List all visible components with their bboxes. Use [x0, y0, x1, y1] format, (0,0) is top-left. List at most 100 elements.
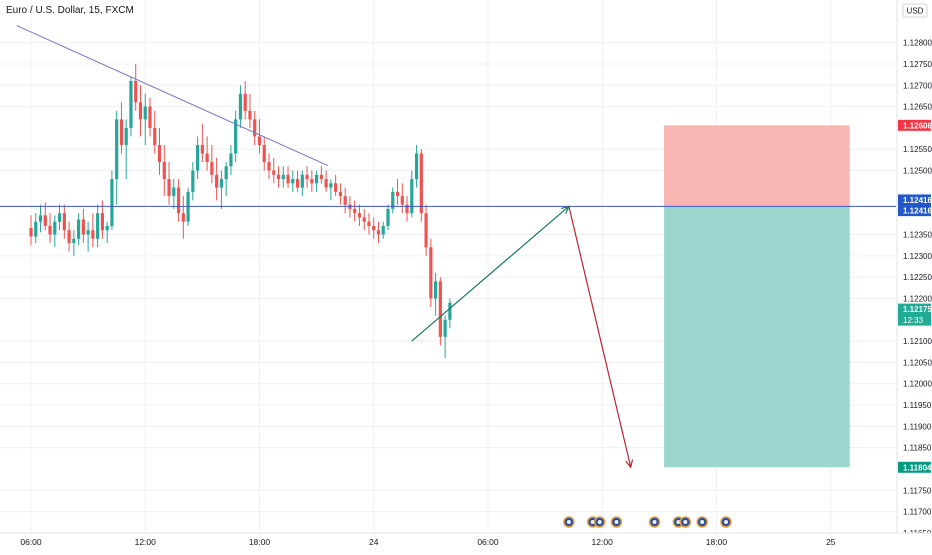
candle-body — [210, 162, 214, 175]
take-profit-zone[interactable] — [664, 206, 850, 468]
candle-body — [414, 153, 419, 180]
candle-body — [67, 230, 71, 244]
candle-body — [410, 179, 414, 214]
price-tag — [898, 303, 931, 326]
trendline[interactable] — [16, 25, 329, 167]
candle-body — [43, 215, 47, 226]
candle-body — [367, 221, 371, 226]
projection-arrow-down[interactable] — [568, 206, 632, 468]
candle-body — [443, 319, 447, 337]
candle-body — [429, 247, 433, 299]
candle-body — [129, 81, 133, 128]
candle-body — [324, 179, 328, 188]
candle-body — [81, 219, 85, 235]
candle-body — [419, 153, 423, 214]
price-tag-label: 1.12175 — [903, 305, 932, 314]
candle-body — [262, 144, 266, 163]
candle-body — [338, 191, 342, 197]
candle-body — [243, 93, 247, 111]
candle-body — [343, 196, 347, 205]
price-tick-label: 1.11700 — [903, 508, 932, 517]
candle-body — [386, 208, 390, 226]
candle-body — [391, 191, 395, 209]
candle-body — [34, 221, 38, 237]
candle-body — [176, 187, 181, 214]
price-tick-label: 1.11900 — [903, 422, 932, 431]
time-tick-label: 12:00 — [592, 537, 614, 547]
price-axis[interactable]: 1.12800 1.12750 1.12700 1.12650 1.12550 1.125… — [903, 39, 932, 538]
time-tick-label: 24 — [369, 537, 379, 547]
candle-body — [115, 119, 119, 180]
candle-body — [229, 153, 233, 167]
economic-event-icon-dot — [652, 520, 657, 524]
candle-body — [86, 230, 90, 235]
candle-body — [38, 215, 43, 222]
candle-body — [376, 230, 381, 235]
price-tag-label: 1.12416 — [903, 207, 932, 216]
economic-event-icon-dot — [597, 520, 602, 524]
candle-body — [219, 179, 223, 188]
candle-body — [181, 213, 185, 222]
candle-body — [105, 225, 109, 231]
price-tag — [898, 194, 931, 206]
candle-body — [381, 225, 385, 235]
candle-body — [100, 213, 104, 231]
economic-event-icon-dot — [723, 520, 728, 524]
candle-body — [62, 213, 66, 231]
candle-body — [353, 208, 357, 214]
candle-body — [286, 174, 290, 184]
candle-body — [191, 170, 195, 192]
candle-body — [276, 174, 281, 180]
candle-body — [91, 230, 95, 239]
candle-body — [281, 174, 285, 180]
currency-badge[interactable] — [902, 3, 928, 18]
price-tag-label: 1.11804 — [903, 463, 932, 472]
candle-body — [438, 281, 442, 337]
time-tick-label: 18:00 — [249, 537, 271, 547]
candle-body — [362, 217, 366, 222]
time-tick-label: 06:00 — [477, 537, 499, 547]
candle-body — [234, 119, 238, 154]
candle-body — [72, 238, 76, 244]
candlestick-series — [29, 63, 452, 359]
candle-body — [305, 174, 309, 180]
stop-loss-zone[interactable] — [664, 125, 850, 207]
position-zones[interactable] — [664, 125, 850, 468]
candle-body — [167, 179, 171, 197]
projection-arrow-up[interactable] — [411, 205, 570, 342]
candle-body — [96, 213, 100, 239]
time-axis[interactable]: 06:0012:0018:002406:0012:0018:002506:001… — [20, 537, 932, 547]
drawings[interactable] — [0, 25, 896, 469]
price-tick-label: 1.12100 — [903, 337, 932, 346]
candle-body — [372, 225, 376, 231]
candle-body — [357, 213, 362, 218]
price-tick-label: 1.12700 — [903, 81, 932, 90]
candle-body — [434, 281, 438, 299]
candle-body — [300, 174, 304, 188]
candle-body — [205, 153, 209, 163]
economic-event-icon-dot — [676, 520, 681, 524]
economic-event-icon-dot — [683, 520, 688, 524]
candle-body — [257, 136, 262, 145]
price-tick-label: 1.11750 — [903, 486, 932, 495]
candle-body — [424, 213, 428, 248]
candle-body — [295, 179, 300, 188]
time-axis-bg — [0, 533, 932, 550]
economic-event-icon-dot — [566, 520, 571, 524]
candle-body — [253, 119, 257, 137]
price-tick-label: 1.12650 — [903, 103, 932, 112]
candle-body — [329, 183, 333, 188]
candle-body — [53, 221, 57, 235]
price-tick-label: 1.12250 — [903, 273, 932, 282]
price-tick-label: 1.12550 — [903, 145, 932, 154]
candle-body — [134, 81, 138, 103]
price-tick-label: 1.12000 — [903, 380, 932, 389]
candle-body — [143, 106, 147, 120]
candle-body — [172, 187, 176, 197]
candle-body — [77, 219, 81, 239]
time-tick-label: 18:00 — [706, 537, 728, 547]
event-markers[interactable] — [563, 516, 932, 528]
economic-event-icon-dot — [614, 520, 619, 524]
